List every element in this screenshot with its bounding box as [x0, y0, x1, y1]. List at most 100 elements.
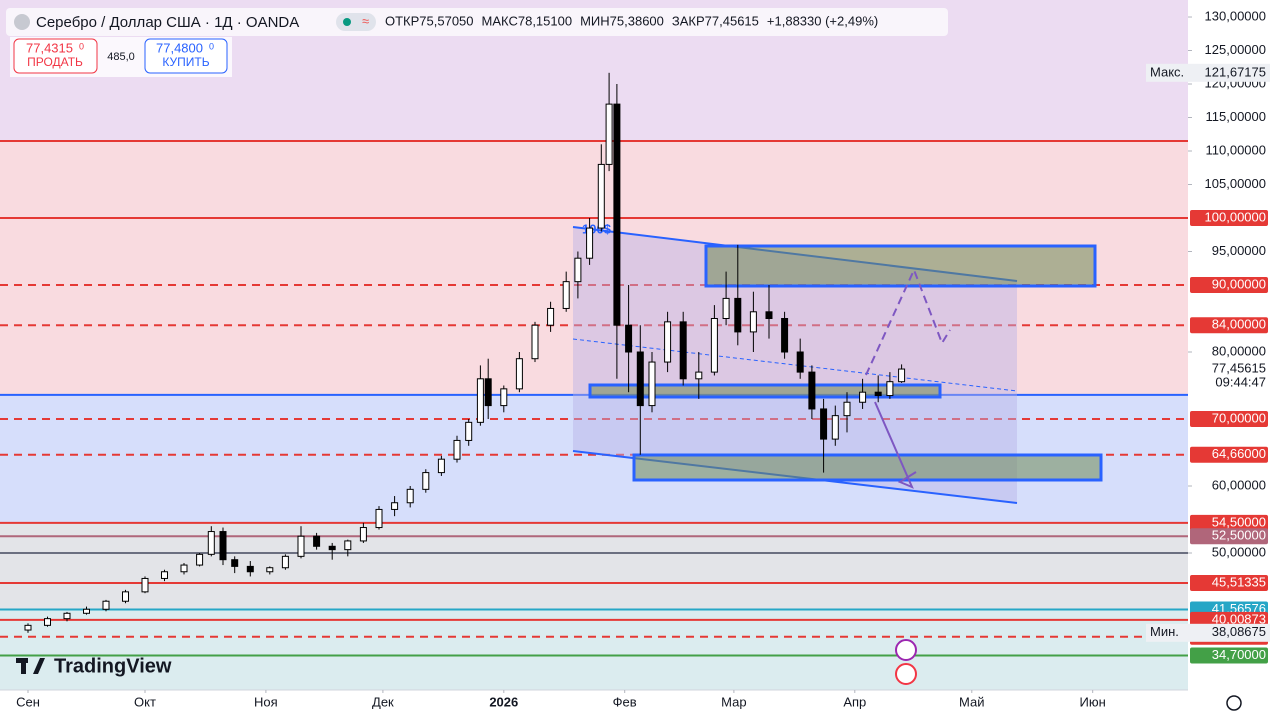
candle-body — [391, 502, 399, 510]
candle-body — [344, 540, 352, 551]
forecast-down — [874, 401, 917, 489]
x-tick-label: Апр — [843, 694, 866, 709]
candle-body — [63, 612, 71, 620]
zone-box — [704, 244, 1097, 288]
candle-body — [122, 591, 130, 602]
channel-fill — [573, 227, 1017, 503]
settings-button[interactable] — [1226, 695, 1242, 711]
candle-body — [547, 307, 555, 326]
symbol-title[interactable]: Серебро / Доллар США · 1Д · OANDA — [36, 14, 299, 31]
candle-body — [531, 324, 539, 360]
candle-body — [500, 388, 508, 407]
market-open — [343, 18, 351, 26]
logo-mark — [33, 658, 45, 674]
ohlc-key: ОТКР — [385, 13, 419, 28]
channel-mid — [572, 338, 1018, 392]
ohlc-value: 77,45615 — [705, 13, 759, 28]
level-label: 34,70000 — [1212, 647, 1266, 662]
event-icon[interactable] — [895, 639, 917, 661]
candle-body — [231, 559, 239, 567]
legend-bg — [6, 8, 948, 36]
buy-label: КУПИТЬ — [162, 55, 209, 69]
level-tag — [1190, 277, 1268, 294]
candle-body — [476, 378, 484, 423]
candle-body — [83, 608, 91, 614]
candle-body — [375, 508, 383, 529]
time-axis — [0, 690, 1280, 720]
candle-body — [898, 368, 906, 383]
candle-body — [141, 577, 149, 593]
level-tag — [1190, 528, 1268, 545]
x-tick-label: Дек — [372, 694, 394, 709]
y-tick-label: 105,00000 — [1205, 176, 1266, 191]
candle-body — [859, 391, 867, 403]
candle-body — [574, 257, 582, 283]
candle-body — [613, 103, 621, 326]
zone — [0, 522, 1188, 610]
sell-button[interactable] — [13, 38, 98, 74]
min-value: 38,08675 — [1212, 624, 1266, 639]
candle-body — [44, 618, 52, 626]
ohlc-value: 78,15100 — [518, 13, 572, 28]
candle-body — [710, 318, 718, 373]
level-tag — [1190, 210, 1268, 227]
candle-body — [648, 361, 656, 407]
x-tick-label: Июн — [1080, 694, 1106, 709]
candle-body — [246, 565, 254, 573]
ohlc-key: ЗАКР — [672, 13, 705, 28]
logo-mark — [21, 658, 26, 674]
forecast-up — [865, 267, 951, 376]
candle-body — [843, 401, 851, 417]
max-label: Макс. — [1150, 64, 1184, 79]
zone-box — [588, 383, 942, 399]
max-value: 121,67175 — [1205, 64, 1266, 79]
candle-body — [679, 321, 687, 380]
candle-body — [281, 555, 289, 569]
level-label: 54,50000 — [1212, 514, 1266, 529]
x-tick-label: Фев — [613, 694, 637, 709]
sell-pip: 0 — [79, 41, 84, 51]
candle-body — [297, 535, 305, 557]
ohlc-value: 75,57050 — [419, 13, 473, 28]
drawings: 100$ — [572, 221, 1103, 504]
candle-body — [781, 318, 789, 353]
zone-box — [632, 453, 1103, 482]
candle-body — [453, 439, 461, 460]
level-tag — [1190, 410, 1268, 427]
x-tick-label: Мар — [721, 694, 746, 709]
y-tick-label: 110,00000 — [1206, 142, 1267, 157]
candle-body — [722, 297, 730, 320]
candle-body — [219, 531, 227, 561]
ohlc-key: МАКС — [482, 13, 518, 28]
buy-button[interactable] — [144, 38, 228, 74]
ohlc-value: 75,38600 — [610, 13, 664, 28]
logo: TradingView — [16, 655, 172, 677]
candle-body — [437, 458, 445, 474]
candle-body — [484, 378, 492, 407]
candle-body — [102, 600, 110, 610]
price-axis — [1188, 0, 1280, 720]
level-label: 52,50000 — [1212, 528, 1266, 543]
change: +1,88330 (+2,49%) — [767, 13, 878, 28]
last-price: 77,45615 — [1212, 360, 1266, 375]
candle-body — [465, 421, 473, 441]
x-tick-label: Ноя — [254, 694, 278, 709]
candle-body — [695, 371, 703, 380]
ohlc: ОТКР 75,57050 МАКС 78,15100 МИН 75,38600 ЗАКР 7… — [385, 13, 878, 28]
candle-body — [636, 351, 644, 407]
level-tag — [1190, 317, 1268, 334]
y-tick-label: 50,00000 — [1212, 544, 1266, 559]
candle-body — [266, 567, 274, 573]
countdown: 09:44:47 — [1215, 374, 1266, 389]
spread: 485,0 — [107, 51, 135, 63]
level-label: 90,00000 — [1212, 276, 1266, 291]
event-icon[interactable] — [895, 663, 917, 685]
candle-body — [820, 408, 828, 440]
candle-body — [749, 311, 757, 333]
logo-text: TradingView — [54, 655, 172, 677]
level-label: 70,00000 — [1212, 410, 1266, 425]
level-label: 64,66000 — [1212, 446, 1266, 461]
candle-body — [24, 624, 32, 631]
